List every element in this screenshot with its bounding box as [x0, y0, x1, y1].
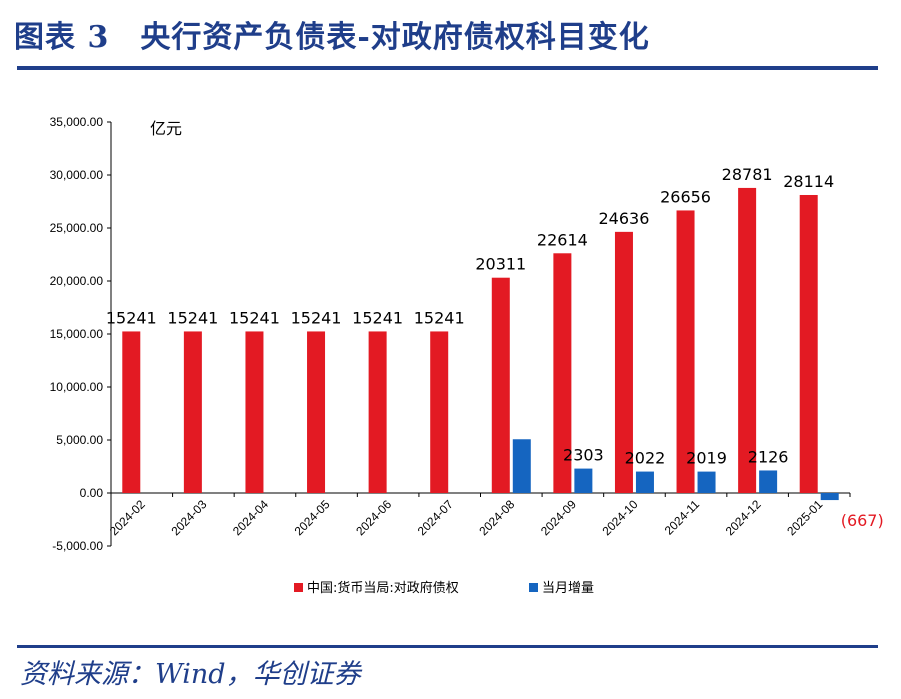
y-tick-label: 25,000.00	[50, 221, 104, 235]
bar-monthly-increase	[759, 470, 778, 493]
legend-swatch-gov-claims	[294, 583, 303, 592]
data-label-gov-claims: 28781	[722, 165, 773, 184]
data-label-gov-claims: 15241	[106, 308, 157, 327]
y-tick-label: -5,000.00	[52, 539, 103, 553]
legend-label-monthly-increase: 当月增量	[542, 581, 594, 596]
bar-monthly-increase	[635, 471, 654, 493]
data-label-gov-claims: 22614	[537, 230, 588, 249]
unit-label: 亿元	[150, 119, 182, 138]
data-label-gov-claims: 15241	[414, 308, 465, 327]
bar-gov-claims	[245, 331, 264, 493]
bar-gov-claims	[368, 331, 387, 493]
y-tick-label: 35,000.00	[50, 115, 104, 129]
data-label-monthly-increase: 2303	[563, 446, 604, 465]
x-tick-label: 2024-03	[168, 497, 209, 538]
x-tick-label: 2024-04	[230, 497, 271, 538]
bar-gov-claims	[738, 187, 757, 494]
data-label-gov-claims: 15241	[352, 308, 403, 327]
y-tick-label: 10,000.00	[50, 380, 104, 394]
y-tick-label: 15,000.00	[50, 327, 104, 341]
bar-gov-claims	[553, 253, 572, 493]
source-divider	[17, 645, 878, 648]
x-tick-label: 2024-12	[723, 497, 764, 538]
bar-gov-claims	[614, 231, 633, 493]
data-label-gov-claims: 24636	[599, 209, 650, 228]
data-label-monthly-increase: 2022	[625, 449, 666, 468]
legend-swatch-monthly-increase	[529, 583, 538, 592]
data-label-gov-claims: 26656	[660, 187, 711, 206]
chart-data-labels: 15241 15241 15241 15241 15241 15241 20311 22614…	[106, 165, 884, 530]
data-label-monthly-increase: 2019	[686, 449, 727, 468]
chart-title: 图表 3 央行资产负债表-对政府债权科目变化	[14, 20, 650, 55]
data-label-gov-claims: 15241	[229, 308, 280, 327]
bar-monthly-increase	[512, 439, 531, 493]
y-tick-label: 0.00	[80, 486, 104, 500]
x-tick-label: 2024-05	[292, 497, 333, 538]
bar-gov-claims	[430, 331, 449, 493]
bar-monthly-increase	[574, 468, 593, 493]
bar-gov-claims	[676, 210, 695, 493]
y-tick-label: 5,000.00	[56, 433, 103, 447]
data-label-gov-claims: 15241	[291, 308, 342, 327]
y-tick-label: 30,000.00	[50, 168, 104, 182]
legend-label-gov-claims: 中国:货币当局:对政府债权	[307, 580, 459, 596]
data-label-monthly-increase: 2126	[748, 447, 789, 466]
data-label-gov-claims: 20311	[475, 255, 526, 274]
x-tick-label: 2024-11	[662, 497, 703, 538]
bar-monthly-increase	[697, 471, 716, 493]
bar-monthly-increase	[820, 493, 839, 501]
x-tick-label: 2024-07	[415, 497, 456, 538]
x-tick-label: 2024-10	[600, 497, 641, 538]
bar-gov-claims	[122, 331, 141, 493]
data-label-gov-claims: 15241	[167, 308, 218, 327]
bar-gov-claims	[183, 331, 202, 493]
bar-chart: -5,000.00 0.00 5,000.00 10,000.00 15,000.00 2…	[50, 115, 884, 596]
title-divider	[17, 66, 878, 70]
data-label-gov-claims: 28114	[783, 172, 834, 191]
bar-gov-claims	[491, 277, 510, 493]
chart-legend: 中国:货币当局:对政府债权 当月增量	[294, 580, 594, 596]
source-note: 资料来源：Wind，华创证券	[20, 659, 361, 690]
x-tick-label: 2024-02	[107, 497, 148, 538]
data-label-monthly-increase: (667)	[841, 511, 884, 530]
y-tick-label: 20,000.00	[50, 274, 104, 288]
x-tick-label: 2025-01	[784, 497, 825, 538]
x-tick-label: 2024-09	[538, 497, 579, 538]
x-tick-label: 2024-06	[353, 497, 394, 538]
x-tick-label: 2024-08	[476, 497, 517, 538]
bar-gov-claims	[307, 331, 326, 493]
chart-bars	[122, 187, 839, 501]
bar-gov-claims	[799, 194, 818, 494]
